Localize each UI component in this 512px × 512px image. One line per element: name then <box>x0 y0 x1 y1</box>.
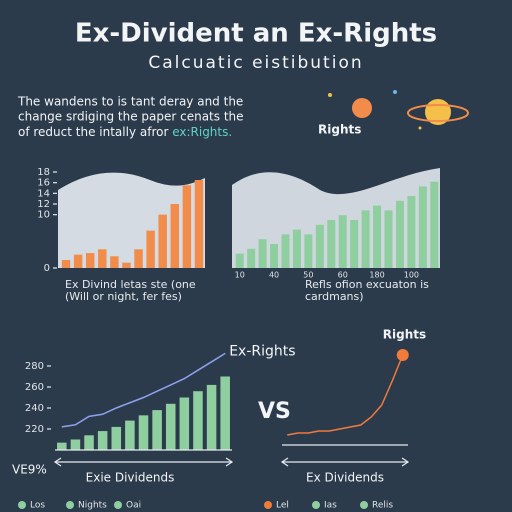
bar <box>146 230 155 268</box>
bar <box>373 205 382 268</box>
bar <box>179 397 190 450</box>
intro-line: The wandens to is tant deray and the <box>17 95 243 109</box>
bar <box>158 214 167 268</box>
caption: (Will or night, fer fes) <box>65 290 182 303</box>
bar <box>61 260 71 268</box>
legend-marker <box>312 501 320 509</box>
bar <box>170 204 180 268</box>
legend-marker <box>360 501 368 509</box>
bar <box>292 229 301 268</box>
y-tick-label: 0 <box>44 263 50 274</box>
bar <box>122 262 131 268</box>
legend-label: Relis <box>372 501 393 511</box>
series-label: Ex-Rights <box>229 343 295 359</box>
legend-marker <box>264 501 272 509</box>
bar <box>247 248 256 268</box>
y-tick-label: 220 <box>25 424 44 435</box>
legend-marker <box>18 501 26 509</box>
y-tick-label: 18 <box>37 167 50 178</box>
legend-label: Ias <box>324 501 337 511</box>
legend-marker <box>66 501 74 509</box>
bar <box>165 403 176 450</box>
end-point <box>396 349 409 361</box>
legend-label: Oai <box>126 501 141 511</box>
bar <box>125 420 135 450</box>
bar <box>338 215 347 268</box>
bar <box>152 410 162 450</box>
bar <box>97 431 108 450</box>
bar <box>327 220 336 268</box>
series-label: Rights <box>383 328 426 342</box>
bar <box>73 254 83 268</box>
bar <box>194 180 204 268</box>
x-tick-label: 180 <box>369 271 384 280</box>
bar <box>361 210 370 268</box>
caption: Refls ofion excuaton is <box>305 278 429 291</box>
subtitle: Calcuatic eistibution <box>148 53 363 73</box>
bar <box>384 210 393 268</box>
bar <box>134 249 143 268</box>
y-tick-label: 16 <box>37 178 50 189</box>
bar <box>281 234 290 268</box>
bar <box>193 391 203 450</box>
y-tick-label: 280 <box>25 361 44 372</box>
vs-label: VS <box>258 399 291 424</box>
bar <box>304 234 313 268</box>
bar <box>270 244 279 268</box>
legend-marker <box>114 501 122 509</box>
bar <box>84 435 94 450</box>
arrow-head <box>280 457 410 467</box>
bar <box>70 439 81 450</box>
title: Ex-Divident an Ex-Rights <box>75 19 437 49</box>
legend-label: Lel <box>276 501 289 511</box>
line <box>287 354 404 436</box>
intro-highlight: ex:Rights. <box>172 125 232 139</box>
bar <box>138 415 149 450</box>
bar <box>182 185 192 268</box>
x-tick-label: 60 <box>338 271 348 280</box>
bar <box>220 376 230 450</box>
x-axis-label: Ex Dividends <box>306 471 384 485</box>
x-tick-label: 100 <box>404 271 419 280</box>
bar <box>206 384 217 450</box>
caption: Ex Divind letas ste (one <box>65 278 196 291</box>
chart-background <box>58 172 205 268</box>
bar <box>418 186 427 268</box>
intro-text: of reduct the intally afror <box>18 125 172 139</box>
bar <box>430 181 439 268</box>
intro-line: change srdiging the paper cenats the <box>18 110 244 124</box>
y-tick-label: 240 <box>25 403 44 414</box>
legend-label: Nights <box>78 501 107 511</box>
line <box>61 352 226 428</box>
y-tick-label: 260 <box>25 382 44 393</box>
bar <box>57 442 67 450</box>
y-tick-label: 12 <box>37 199 50 210</box>
x-axis-label: Exie Dividends <box>86 471 175 485</box>
bar <box>235 253 244 268</box>
bar <box>258 239 267 268</box>
bar <box>111 426 122 450</box>
bar <box>110 256 119 268</box>
bar <box>85 253 95 268</box>
bar <box>350 220 359 268</box>
bar <box>395 200 404 268</box>
x-tick-label: 10 <box>235 271 245 280</box>
intro-line: of reduct the intally afror ex:Rights. <box>18 125 232 139</box>
arrow-head <box>53 457 234 467</box>
note: VE9% <box>12 463 47 477</box>
y-tick-label: 14 <box>37 188 50 199</box>
x-tick-label: 40 <box>269 271 279 280</box>
bar <box>98 249 107 268</box>
bar <box>407 196 416 268</box>
caption: cardmans) <box>305 290 364 303</box>
bar <box>315 224 324 268</box>
x-tick-label: 50 <box>303 271 313 280</box>
planets <box>328 90 469 130</box>
y-tick-label: 10 <box>37 210 50 221</box>
legend-label: Los <box>30 501 45 511</box>
badge: Rights <box>318 123 361 137</box>
